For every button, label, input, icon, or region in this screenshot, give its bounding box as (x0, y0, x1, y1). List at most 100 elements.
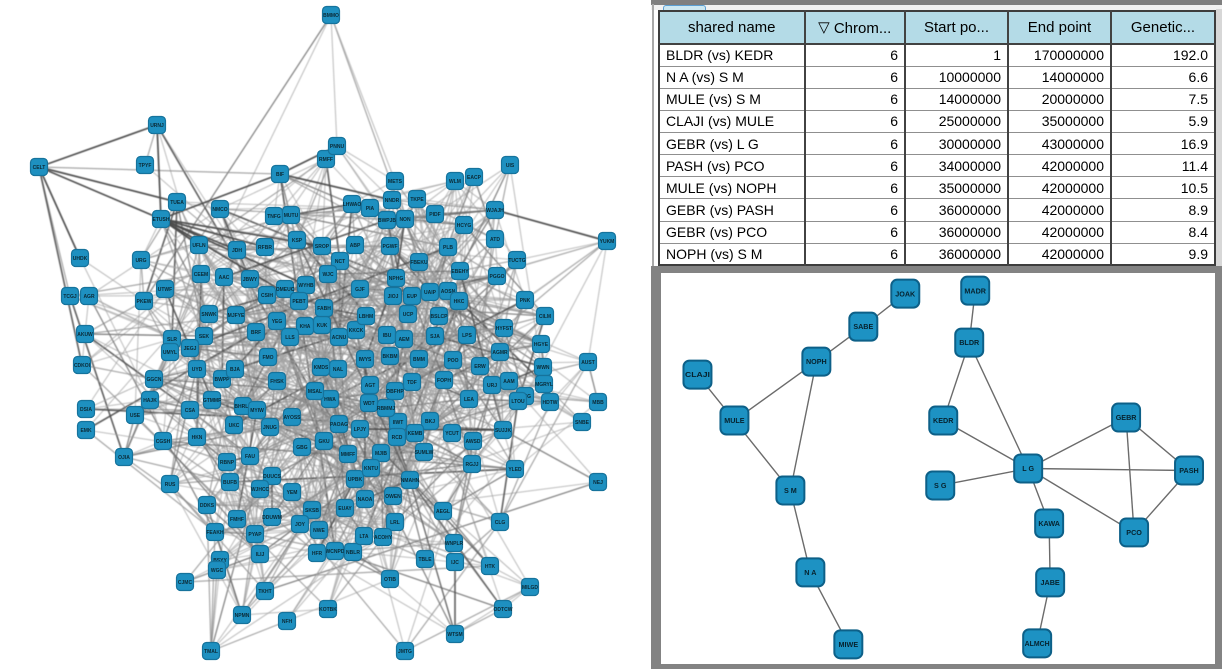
svg-text:DSIA: DSIA (80, 407, 92, 413)
svg-text:FABH: FABH (317, 306, 331, 312)
svg-text:ABP: ABP (350, 243, 361, 249)
svg-text:WDT: WDT (363, 401, 374, 407)
svg-text:WGC: WGC (211, 568, 224, 574)
svg-text:UPBK: UPBK (348, 477, 363, 483)
svg-text:PGWF: PGWF (383, 244, 398, 250)
svg-text:PIA: PIA (366, 206, 375, 212)
svg-text:FMO: FMO (262, 355, 273, 361)
svg-text:POO: POO (447, 358, 458, 364)
svg-text:JNUG: JNUG (263, 425, 277, 431)
svg-text:NNDR: NNDR (385, 198, 400, 204)
svg-text:MIWE: MIWE (838, 639, 858, 648)
svg-text:NFH: NFH (282, 619, 293, 625)
svg-text:FAU: FAU (245, 454, 255, 460)
svg-text:AGT: AGT (365, 383, 376, 389)
svg-text:URG: URG (135, 258, 146, 264)
svg-text:FOPH: FOPH (437, 378, 451, 384)
svg-text:YCUT: YCUT (445, 431, 459, 437)
svg-text:JOAK: JOAK (895, 289, 916, 298)
svg-text:MJIB: MJIB (375, 451, 387, 457)
svg-text:PNNU: PNNU (330, 144, 345, 150)
svg-text:YEG: YEG (272, 319, 283, 325)
svg-text:RFBR: RFBR (258, 245, 272, 251)
svg-text:UIS: UIS (506, 163, 515, 169)
svg-text:MBB: MBB (592, 400, 604, 406)
svg-text:HDTW: HDTW (543, 400, 558, 406)
svg-text:KEDR: KEDR (933, 416, 954, 425)
svg-text:PKEW: PKEW (137, 299, 152, 305)
svg-text:WCNPD: WCNPD (326, 549, 345, 555)
svg-text:PIDF: PIDF (429, 212, 440, 218)
svg-text:CJMC: CJMC (178, 580, 193, 586)
svg-text:GJF: GJF (355, 287, 365, 293)
svg-text:TBLE: TBLE (418, 557, 432, 563)
svg-text:TPYF: TPYF (139, 163, 152, 169)
svg-text:PLB: PLB (443, 245, 453, 251)
svg-text:SLR: SLR (167, 337, 177, 343)
svg-text:UHDK: UHDK (73, 256, 88, 262)
svg-text:UMYL: UMYL (163, 350, 177, 356)
svg-text:ACNU: ACNU (332, 335, 347, 341)
svg-text:TUCTG: TUCTG (508, 258, 525, 264)
svg-text:HGYE: HGYE (534, 342, 549, 348)
svg-text:PAOAG: PAOAG (330, 422, 348, 428)
svg-text:BRF: BRF (251, 330, 261, 336)
svg-text:OWEN: OWEN (385, 494, 401, 500)
svg-text:ODTCW: ODTCW (494, 607, 513, 613)
svg-text:JABE: JABE (1040, 577, 1059, 586)
svg-text:CLAJI: CLAJI (684, 370, 709, 379)
svg-text:FEAKH: FEAKH (206, 530, 224, 536)
svg-text:BKBM: BKBM (383, 354, 398, 360)
svg-text:YUKM: YUKM (600, 239, 615, 245)
svg-text:MADR: MADR (964, 286, 986, 295)
svg-text:EBEHY: EBEHY (451, 269, 469, 275)
svg-text:LRL: LRL (390, 520, 400, 526)
svg-text:CGSH: CGSH (156, 439, 171, 445)
svg-text:IWYS: IWYS (359, 357, 372, 363)
svg-text:S G: S G (934, 481, 947, 490)
svg-text:HCYG: HCYG (457, 223, 472, 229)
svg-text:KMDS: KMDS (314, 365, 329, 371)
svg-text:NCT: NCT (335, 259, 345, 265)
svg-text:HKN: HKN (192, 435, 203, 441)
svg-text:AGMR: AGMR (492, 350, 508, 356)
svg-text:JDH: JDH (232, 248, 242, 254)
svg-text:CDKOI: CDKOI (74, 363, 91, 369)
svg-text:LHWAO: LHWAO (343, 202, 362, 208)
svg-text:CLG: CLG (495, 520, 506, 526)
svg-text:GBG: GBG (296, 445, 308, 451)
svg-text:BWPJB: BWPJB (378, 218, 396, 224)
svg-text:NMAHN: NMAHN (401, 478, 420, 484)
svg-text:MILGD: MILGD (522, 585, 538, 591)
svg-text:AAC: AAC (219, 275, 230, 281)
svg-text:TMAL: TMAL (204, 649, 218, 655)
svg-text:JMTG: JMTG (398, 649, 412, 655)
svg-text:L G: L G (1022, 464, 1034, 473)
svg-text:SROP: SROP (315, 244, 330, 250)
svg-text:AUST: AUST (581, 360, 595, 366)
svg-text:AAM: AAM (503, 379, 514, 385)
svg-text:METS: METS (388, 179, 403, 185)
svg-text:NPHG: NPHG (389, 276, 404, 282)
svg-text:LPJY: LPJY (354, 427, 367, 433)
svg-text:GEBR: GEBR (1115, 413, 1137, 422)
svg-text:NBLR: NBLR (346, 550, 360, 556)
svg-text:WNPLR: WNPLR (445, 541, 464, 547)
svg-text:OJIA: OJIA (118, 455, 130, 461)
svg-text:EACP: EACP (467, 175, 482, 181)
svg-text:BLDR: BLDR (959, 338, 980, 347)
svg-text:BKJ: BKJ (425, 419, 435, 425)
svg-text:GTMMF: GTMMF (203, 398, 221, 404)
svg-text:UYD: UYD (192, 367, 203, 373)
svg-text:WJAJH: WJAJH (486, 208, 504, 214)
svg-text:BWPP: BWPP (215, 377, 231, 383)
svg-text:HYFST: HYFST (496, 326, 512, 332)
svg-text:PYAP: PYAP (248, 532, 262, 538)
svg-text:MUTU: MUTU (284, 213, 299, 219)
svg-text:ATD: ATD (490, 237, 500, 243)
svg-text:UTWF: UTWF (158, 287, 172, 293)
svg-text:BSLCP: BSLCP (431, 314, 449, 320)
svg-text:ACOHY: ACOHY (374, 535, 393, 541)
svg-text:ALMCH: ALMCH (1024, 638, 1049, 647)
svg-text:AOSN: AOSN (441, 289, 456, 295)
